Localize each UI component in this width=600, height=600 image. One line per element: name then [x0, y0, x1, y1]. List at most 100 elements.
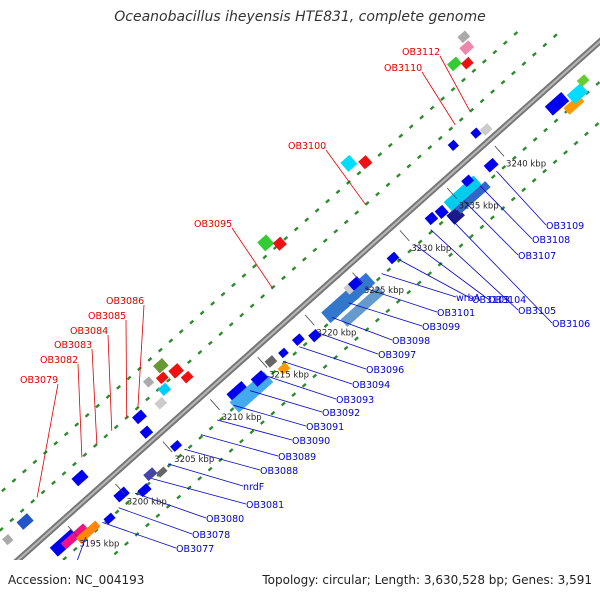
- guide-dot: [416, 280, 422, 286]
- guide-dot: [407, 248, 413, 254]
- guide-dot: [177, 453, 183, 459]
- gene-label-bottom: OB3090: [292, 436, 330, 447]
- guide-dot: [62, 556, 68, 560]
- guide-dot: [84, 412, 90, 418]
- callout-line: [36, 383, 59, 498]
- gene-feature: [156, 466, 168, 478]
- guide-dot: [531, 178, 537, 183]
- guide-dot: [198, 435, 204, 440]
- callout-line: [125, 319, 128, 418]
- guide-dot: [500, 205, 506, 211]
- guide-dot: [207, 340, 213, 346]
- gene-label-top: OB3110: [384, 63, 422, 74]
- guide-dot: [51, 480, 56, 486]
- guide-dot: [481, 59, 487, 64]
- scale-label: 3195 kbp: [79, 540, 119, 550]
- guide-dot: [113, 550, 119, 556]
- gene-feature: [576, 74, 590, 87]
- callout-line: [266, 375, 337, 400]
- guide-dot: [356, 170, 362, 176]
- gene-feature: [321, 272, 376, 324]
- guide-dot: [113, 424, 119, 430]
- gene-label-bottom: OB3105: [518, 306, 556, 317]
- gene-feature: [479, 123, 493, 136]
- guide-dot: [74, 422, 80, 427]
- gene-feature: [139, 425, 154, 439]
- gene-label-bottom: OB3092: [322, 408, 360, 419]
- gene-feature: [16, 513, 34, 530]
- guide-dot: [30, 499, 36, 504]
- genome-backbone: [13, 37, 600, 560]
- gene-label-top: OB3095: [194, 219, 232, 230]
- guide-dot: [124, 541, 129, 546]
- guide-dot: [219, 416, 224, 422]
- guide-dot: [304, 217, 310, 223]
- guide-dot: [251, 263, 257, 269]
- scale-label: 3235 kbp: [459, 202, 499, 212]
- guide-dot: [594, 122, 600, 127]
- callout-line: [421, 71, 456, 126]
- guide-dot: [385, 308, 391, 314]
- guide-dot: [501, 164, 507, 170]
- guide-dot: [377, 152, 383, 157]
- gene-feature: [566, 83, 589, 105]
- guide-dot: [260, 294, 266, 299]
- guide-dot: [228, 448, 234, 453]
- gene-label-bottom: OB3101: [437, 308, 475, 319]
- guide-dot: [19, 508, 25, 514]
- guide-dot: [500, 79, 506, 85]
- guide-dot: [312, 373, 318, 379]
- gene-feature: [483, 157, 499, 173]
- gene-feature: [132, 409, 147, 425]
- guide-dot: [417, 239, 423, 245]
- guide-dot: [595, 81, 600, 86]
- guide-dot: [270, 410, 276, 416]
- guide-dot: [386, 267, 392, 273]
- scale-tick: [304, 314, 315, 326]
- scale-tick: [162, 441, 173, 453]
- guide-dot: [1, 487, 6, 493]
- gene-feature: [257, 234, 275, 252]
- guide-dot: [72, 461, 77, 467]
- guide-dot: [335, 189, 341, 195]
- callout-line: [332, 317, 393, 341]
- guide-dot: [218, 331, 224, 337]
- scale-label: 3205 kbp: [174, 455, 214, 465]
- guide-dot: [532, 137, 538, 142]
- guide-dot: [511, 155, 517, 161]
- guide-dot: [502, 40, 508, 46]
- guide-dot: [134, 405, 140, 411]
- guide-dot: [408, 124, 414, 129]
- guide-dot: [291, 392, 297, 397]
- guide-dot: [293, 226, 299, 232]
- guide-dot: [92, 443, 98, 448]
- guide-dot: [458, 243, 464, 248]
- guide-dot: [563, 150, 568, 155]
- guide-dot: [262, 254, 268, 260]
- guide-dot: [210, 301, 216, 306]
- guide-dot: [0, 526, 4, 532]
- gene-feature: [142, 376, 155, 388]
- guide-dot: [437, 261, 443, 267]
- guide-dot: [291, 266, 297, 271]
- guide-dot: [126, 375, 132, 381]
- guide-dot: [396, 173, 401, 178]
- callout-line: [91, 348, 98, 445]
- guide-dot: [364, 201, 370, 206]
- gene-label-bottom: OB3109: [546, 221, 584, 232]
- callout-line: [200, 434, 279, 457]
- guide-dot: [116, 384, 121, 390]
- guide-dot: [531, 51, 537, 57]
- gene-label-bottom: OB3106: [552, 319, 590, 330]
- guide-dot: [513, 31, 519, 36]
- gene-feature: [113, 486, 130, 503]
- guide-dot: [427, 271, 433, 276]
- guide-dot: [103, 433, 109, 439]
- guide-dot: [197, 476, 203, 481]
- gene-label-top: OB3100: [288, 141, 326, 152]
- callout-line: [364, 287, 438, 313]
- guide-dot: [157, 347, 163, 353]
- guide-dot: [63, 431, 69, 437]
- guide-dot: [187, 444, 193, 450]
- gene-feature: [157, 382, 172, 396]
